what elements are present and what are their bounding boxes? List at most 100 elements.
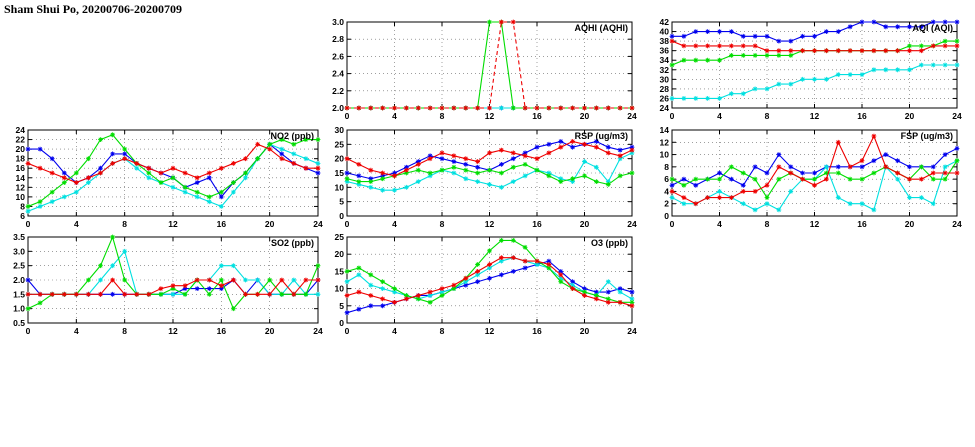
svg-text:16: 16 [217,219,227,229]
svg-text:25: 25 [335,232,345,242]
svg-text:0: 0 [339,318,344,328]
svg-text:4: 4 [392,111,397,121]
svg-text:12: 12 [16,182,26,192]
svg-text:20: 20 [16,144,26,154]
svg-text:2.0: 2.0 [332,103,344,113]
svg-text:0: 0 [345,111,350,121]
chart-rsp: 0 5 10 15 20 25 30 0 4 8 12 16 20 24 RSP (ug/m3) [319,122,642,234]
svg-text:24: 24 [313,219,323,229]
chart-fsp: 0 2 4 6 8 10 12 14 0 4 8 12 16 20 24 FSP (ug/m3) [644,122,967,234]
svg-text:6: 6 [664,174,669,184]
svg-text:8: 8 [440,326,445,336]
svg-text:28: 28 [660,84,670,94]
svg-text:AQHI (AQHI): AQHI (AQHI) [575,23,629,33]
svg-text:0: 0 [26,326,31,336]
svg-text:24: 24 [952,111,962,121]
chart-aqi: 24 26 28 30 32 34 36 38 40 42 0 4 8 12 16 20 24 AQI (AQI) [644,14,967,126]
svg-text:NO2 (ppb): NO2 (ppb) [271,131,315,141]
svg-text:12: 12 [168,219,178,229]
svg-text:4: 4 [664,186,669,196]
svg-text:32: 32 [660,65,670,75]
svg-text:0.5: 0.5 [13,318,25,328]
svg-text:O3 (ppb): O3 (ppb) [591,238,628,248]
svg-text:12: 12 [810,111,820,121]
svg-text:10: 10 [660,150,670,160]
page-title: Sham Shui Po, 20200706-20200709 [4,2,183,16]
svg-text:SO2 (ppb): SO2 (ppb) [271,238,314,248]
svg-text:12: 12 [168,326,178,336]
svg-text:2: 2 [664,199,669,209]
svg-text:16: 16 [532,111,542,121]
svg-text:20: 20 [335,249,345,259]
svg-text:3.0: 3.0 [13,246,25,256]
svg-text:16: 16 [217,326,227,336]
svg-text:8: 8 [765,111,770,121]
svg-text:4: 4 [717,219,722,229]
svg-text:0: 0 [339,211,344,221]
svg-text:5: 5 [339,301,344,311]
svg-text:16: 16 [532,219,542,229]
svg-text:16: 16 [857,219,867,229]
chart-aqhi: 2.0 2.2 2.4 2.6 2.8 3.0 0 4 8 12 16 20 24 AQHI (AQHI) [319,14,642,126]
svg-text:24: 24 [16,125,26,135]
chart-so2: 0.5 1.0 1.5 2.0 2.5 3.0 3.5 0 4 8 12 16 20 24 SO2 (ppb… [0,229,328,341]
svg-text:24: 24 [627,326,637,336]
svg-text:2.6: 2.6 [332,51,344,61]
svg-text:4: 4 [74,219,79,229]
svg-text:12: 12 [485,219,495,229]
svg-text:8: 8 [440,219,445,229]
svg-text:4: 4 [392,219,397,229]
svg-text:8: 8 [765,219,770,229]
svg-text:3.5: 3.5 [13,232,25,242]
svg-text:0: 0 [26,219,31,229]
svg-text:0: 0 [670,219,675,229]
svg-text:38: 38 [660,36,670,46]
svg-text:12: 12 [485,111,495,121]
svg-text:4: 4 [74,326,79,336]
svg-text:20: 20 [580,326,590,336]
svg-text:10: 10 [16,192,26,202]
svg-text:34: 34 [660,55,670,65]
svg-text:2.4: 2.4 [332,69,344,79]
chart-o3: 0 5 10 15 20 25 0 4 8 12 16 20 24 O3 (ppb) [319,229,642,341]
rsp-plot: 0 5 10 15 20 25 30 0 4 8 12 16 20 24 RSP (ug/m3) [335,125,637,229]
svg-text:0: 0 [670,111,675,121]
svg-text:1.0: 1.0 [13,304,25,314]
svg-text:2.8: 2.8 [332,34,344,44]
svg-text:42: 42 [660,17,670,27]
svg-text:10: 10 [335,284,345,294]
svg-text:0: 0 [345,219,350,229]
svg-text:24: 24 [660,103,670,113]
svg-text:0: 0 [345,326,350,336]
svg-text:26: 26 [660,93,670,103]
svg-text:2.5: 2.5 [13,261,25,271]
svg-text:30: 30 [335,125,345,135]
svg-text:8: 8 [122,219,127,229]
svg-text:2.2: 2.2 [332,86,344,96]
svg-text:1.5: 1.5 [13,289,25,299]
svg-text:2.0: 2.0 [13,275,25,285]
svg-text:4: 4 [717,111,722,121]
svg-text:25: 25 [335,139,345,149]
svg-text:12: 12 [810,219,820,229]
svg-text:8: 8 [664,162,669,172]
svg-text:6: 6 [20,211,25,221]
svg-text:20: 20 [905,111,915,121]
svg-text:20: 20 [265,326,275,336]
svg-text:16: 16 [532,326,542,336]
svg-text:10: 10 [335,182,345,192]
svg-text:15: 15 [335,266,345,276]
svg-text:4: 4 [392,326,397,336]
svg-text:20: 20 [905,219,915,229]
svg-text:20: 20 [580,219,590,229]
svg-text:AQI (AQI): AQI (AQI) [913,23,954,33]
svg-text:24: 24 [952,219,962,229]
svg-text:3.0: 3.0 [332,17,344,27]
aqhi-plot: 2.0 2.2 2.4 2.6 2.8 3.0 0 4 8 12 16 20 24 AQHI (AQHI) [332,17,637,121]
svg-text:FSP (ug/m3): FSP (ug/m3) [901,131,953,141]
svg-text:14: 14 [660,125,670,135]
